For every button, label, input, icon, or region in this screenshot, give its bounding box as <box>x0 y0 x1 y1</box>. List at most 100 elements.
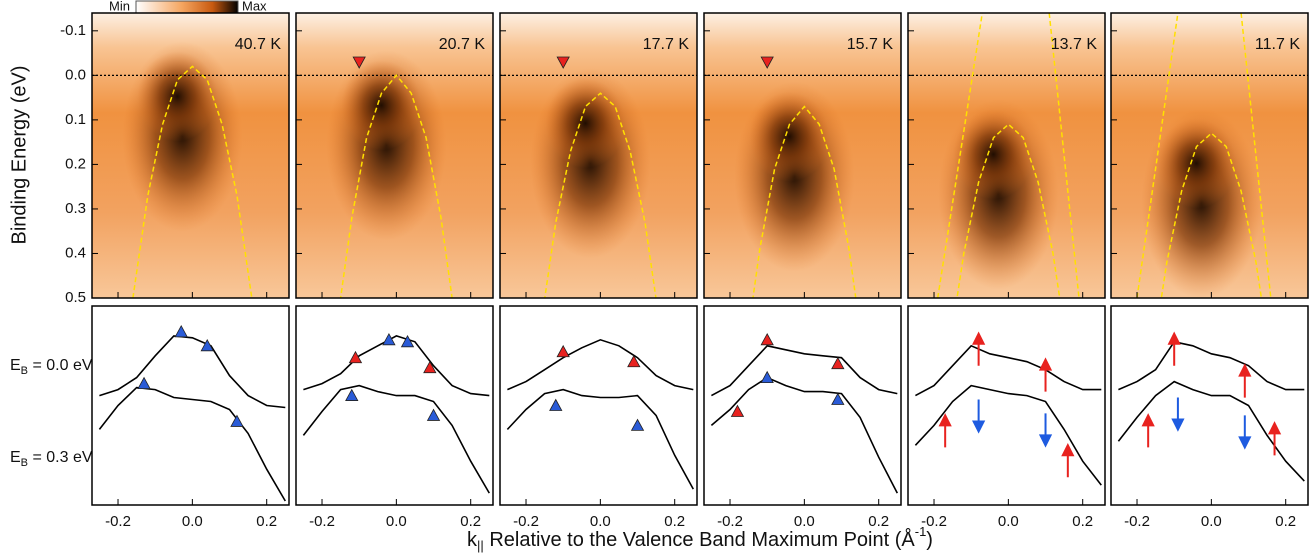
spin-arrow <box>1061 442 1075 478</box>
heatmap-intensity <box>341 60 422 151</box>
mdc-curve <box>915 344 1102 397</box>
x-tick-label: 0.2 <box>460 513 481 530</box>
spin-arrow <box>1038 357 1053 392</box>
x-tick-label: 0.2 <box>1275 513 1296 530</box>
dispersion-curve <box>956 123 1061 298</box>
mdc-curve <box>99 335 286 409</box>
x-tick-label: 0.0 <box>590 513 611 530</box>
x-tick-label: -0.2 <box>309 513 335 530</box>
temperature-label: 20.7 K <box>439 36 486 53</box>
fermi-marker <box>556 56 570 69</box>
peak-triangle <box>630 418 645 431</box>
peak-triangle <box>382 332 396 346</box>
y-tick-label: 0.5 <box>65 289 86 306</box>
peak-triangle <box>760 370 774 384</box>
panel-frame <box>907 12 1106 299</box>
x-tick-label: 0.0 <box>386 513 407 530</box>
panel-frame <box>907 305 1106 506</box>
y-tick-label: -0.1 <box>60 22 86 39</box>
spectrum-panel <box>500 13 697 298</box>
mdc-curve <box>302 384 490 494</box>
row-label-text: = 0.0 eV <box>28 357 93 374</box>
colorbar-max: Max <box>242 0 267 13</box>
x-label-end: ) <box>926 529 933 551</box>
fermi-marker <box>352 56 366 69</box>
x-label-sup: -1 <box>915 524 927 539</box>
y-tick-label: 0.1 <box>65 111 86 128</box>
spectrum-panel <box>92 13 289 298</box>
mdc-curve <box>507 338 694 391</box>
peak-triangle <box>137 376 151 390</box>
mdc-curve <box>711 344 898 397</box>
panel-frame <box>295 305 494 506</box>
peak-triangle <box>831 356 845 370</box>
peak-triangle <box>760 332 774 346</box>
x-tick-label: 0.0 <box>794 513 815 530</box>
mdc-curve <box>1118 340 1305 391</box>
x-tick-label: 0.0 <box>998 513 1019 530</box>
panel-frame <box>295 12 494 299</box>
peak-triangle <box>549 398 563 411</box>
heatmap-intensity <box>137 51 218 142</box>
x-tick-label: -0.2 <box>513 513 539 530</box>
spin-arrow <box>1267 421 1282 456</box>
panel-frame <box>703 305 902 506</box>
x-tick-label: 0.2 <box>868 513 889 530</box>
spin-arrow <box>1141 413 1155 448</box>
dispersion-curve <box>752 105 857 298</box>
peak-triangle <box>345 388 359 401</box>
x-tick-label: 0.0 <box>182 513 203 530</box>
temperature-label: 15.7 K <box>847 36 894 53</box>
spectrum-panel <box>296 13 493 298</box>
x-label-sub: || <box>477 538 484 553</box>
x-label-text: Relative to the Valence Band Maximum Poi… <box>484 528 916 551</box>
peak-triangle <box>627 354 641 368</box>
y-axis-label: Binding Energy (eV) <box>8 66 30 245</box>
heatmap-intensity <box>953 109 1034 200</box>
row-label-sub: B <box>21 365 28 377</box>
colorbar: Min Max <box>109 0 267 14</box>
fermi-marker <box>760 56 774 69</box>
mdc-curve <box>506 388 695 490</box>
row-label-sub: B <box>21 457 28 469</box>
linear-band <box>936 13 984 298</box>
spin-arrow <box>1238 363 1252 398</box>
x-tick-label: -0.2 <box>717 513 743 530</box>
x-tick-label: -0.2 <box>921 513 947 530</box>
row-label-e: E <box>10 449 21 466</box>
peak-triangle <box>730 404 745 417</box>
x-tick-label: 0.2 <box>256 513 277 530</box>
x-tick-label: -0.2 <box>1124 513 1150 530</box>
peak-triangle <box>831 392 845 405</box>
dispersion-curve <box>339 74 453 298</box>
panel-frame <box>1110 12 1309 299</box>
peak-triangle <box>174 325 188 338</box>
temperature-label: 13.7 K <box>1051 36 1098 53</box>
spin-arrow <box>1167 331 1181 366</box>
row-label: EB = 0.3 eV <box>10 449 93 469</box>
heatmap-intensity <box>1156 118 1237 209</box>
heatmap-intensity <box>545 78 626 169</box>
heatmap-intensity <box>749 91 830 182</box>
x-tick-label: 0.0 <box>1201 513 1222 530</box>
spin-arrow <box>938 413 952 448</box>
x-axis-label: k|| Relative to the Valence Band Maximum… <box>467 524 933 553</box>
x-tick-label: -0.2 <box>105 513 131 530</box>
dispersion-curve <box>1160 132 1263 298</box>
spin-arrow <box>1038 413 1053 448</box>
spectrum-panel <box>908 13 1105 298</box>
peak-triangle <box>348 350 363 364</box>
mdc-curve <box>1117 380 1305 482</box>
temperature-label: 11.7 K <box>1255 36 1300 53</box>
x-label-k: k <box>467 529 478 551</box>
panel-frame <box>499 12 698 299</box>
colorbar-bar <box>135 0 239 14</box>
spin-arrow <box>1171 397 1185 432</box>
row-label: EB = 0.0 eV <box>10 357 93 377</box>
row-label-text: = 0.3 eV <box>28 449 93 466</box>
colorbar-min: Min <box>109 0 130 13</box>
y-tick-label: 0.2 <box>65 155 86 172</box>
row-label-e: E <box>10 357 21 374</box>
x-tick-label: 0.2 <box>1072 513 1093 530</box>
